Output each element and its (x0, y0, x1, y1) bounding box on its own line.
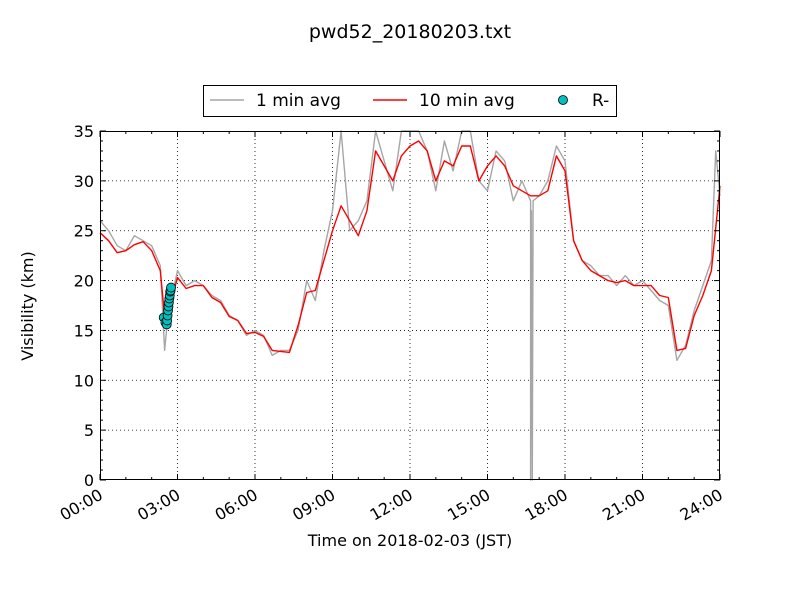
series-r-minus (158, 282, 176, 330)
y-tick-label: 20 (74, 272, 94, 291)
x-tick-label: 18:00 (522, 485, 571, 525)
x-tick-label: 00:00 (57, 485, 106, 525)
x-tick-label: 24:00 (677, 485, 726, 525)
x-tick-labels: 00:00 03:00 06:00 09:00 12:00 15:00 18:00 21:00… (57, 485, 726, 525)
y-tick-label: 35 (74, 122, 94, 141)
x-tick-label: 09:00 (289, 485, 338, 525)
x-tick-label: 03:00 (134, 485, 183, 525)
series-line (99, 140, 721, 354)
r-minus-marker (166, 282, 176, 293)
y-tick-label: 30 (74, 172, 94, 191)
series-line (99, 130, 721, 481)
y-tick-label: 0 (84, 471, 94, 490)
y-axis-label: Visibility (km) (18, 251, 37, 360)
legend-box (203, 85, 617, 117)
legend-label-r-minus: R- (592, 91, 609, 111)
x-tick-label: 15:00 (444, 485, 493, 525)
x-tick-label: 12:00 (367, 485, 416, 525)
series-10min-avg (99, 140, 721, 354)
gridlines (100, 131, 720, 480)
x-tick-label: 06:00 (212, 485, 261, 525)
y-tick-label: 25 (74, 222, 94, 241)
x-tick-label: 21:00 (599, 485, 648, 525)
y-tick-label: 10 (74, 371, 94, 390)
series-1min-avg (99, 130, 721, 481)
y-tick-label: 5 (84, 421, 94, 440)
plot-frame (100, 131, 720, 480)
chart-title: pwd52_20180203.txt (309, 21, 511, 43)
legend-marker-r-minus (558, 95, 568, 105)
x-axis-label: Time on 2018-02-03 (JST) (307, 531, 512, 550)
y-tick-labels: 0 5 10 15 20 25 30 35 (74, 122, 94, 490)
legend: 1 min avg 10 min avg R- (203, 85, 617, 117)
legend-label-1min: 1 min avg (256, 91, 341, 111)
y-tick-label: 15 (74, 321, 94, 340)
legend-label-10min: 10 min avg (419, 91, 515, 111)
